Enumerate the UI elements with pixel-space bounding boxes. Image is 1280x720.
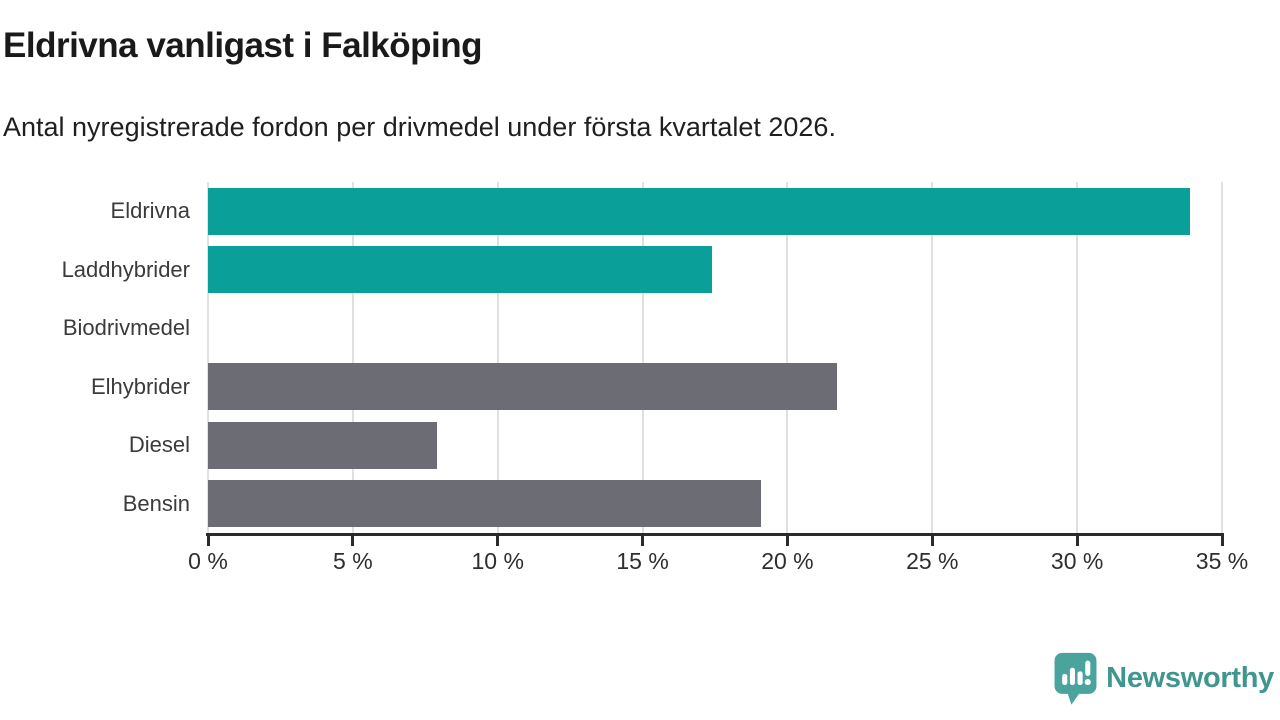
gridline-0 (207, 182, 209, 533)
gridline-10 (496, 182, 499, 533)
gridline-5 (351, 182, 354, 533)
plot-area (207, 182, 1223, 533)
category-labels: Eldrivna Laddhybrider Biodrivmedel Elhybrid… (0, 182, 190, 533)
x-tick-5 (351, 533, 355, 546)
x-tick-label-30: 30 % (1050, 548, 1104, 574)
bar-eldrivna (208, 187, 1191, 235)
x-tick-35 (1220, 533, 1224, 546)
chart-title: Eldrivna vanligast i Falköping (3, 26, 483, 65)
category-label-elhybrider: Elhybrider (90, 373, 190, 399)
x-tick-label-25: 25 % (906, 548, 959, 574)
x-tick-label-0: 0 % (188, 548, 228, 574)
x-tick-20 (785, 533, 789, 546)
bar-elhybrider (208, 363, 837, 411)
bar-chart-speech-bubble-icon (1054, 652, 1097, 705)
x-tick-label-10: 10 % (471, 548, 524, 574)
x-tick-label-20: 20 % (761, 548, 814, 574)
gridline-35 (1221, 182, 1223, 533)
x-tick-30 (1075, 533, 1079, 546)
gridline-30 (1076, 182, 1079, 533)
x-tick-label-15: 15 % (616, 548, 669, 574)
newsworthy-logo: Newsworthy (1053, 651, 1274, 706)
category-label-laddhybrider: Laddhybrider (61, 256, 190, 282)
x-tick-0 (206, 533, 210, 546)
category-label-eldrivna: Eldrivna (110, 198, 190, 224)
bar-laddhybrider (208, 246, 713, 294)
x-tick-10 (496, 533, 500, 546)
x-tick-label-35: 35 % (1195, 548, 1249, 574)
category-label-diesel: Diesel (128, 432, 190, 458)
x-axis-line (206, 533, 1224, 536)
category-label-bensin: Bensin (122, 490, 190, 516)
bar-bensin (208, 480, 762, 528)
gridline-15 (641, 182, 644, 533)
brand-name: Newsworthy (1106, 662, 1274, 694)
gridline-20 (786, 182, 789, 533)
bar-diesel (208, 421, 437, 469)
chart-subtitle: Antal nyregistrerade fordon per drivmede… (3, 112, 836, 142)
gridline-25 (931, 182, 934, 533)
x-tick-25 (930, 533, 934, 546)
category-label-biodrivmedel: Biodrivmedel (62, 315, 190, 341)
x-tick-label-5: 5 % (333, 548, 373, 574)
x-tick-15 (641, 533, 645, 546)
